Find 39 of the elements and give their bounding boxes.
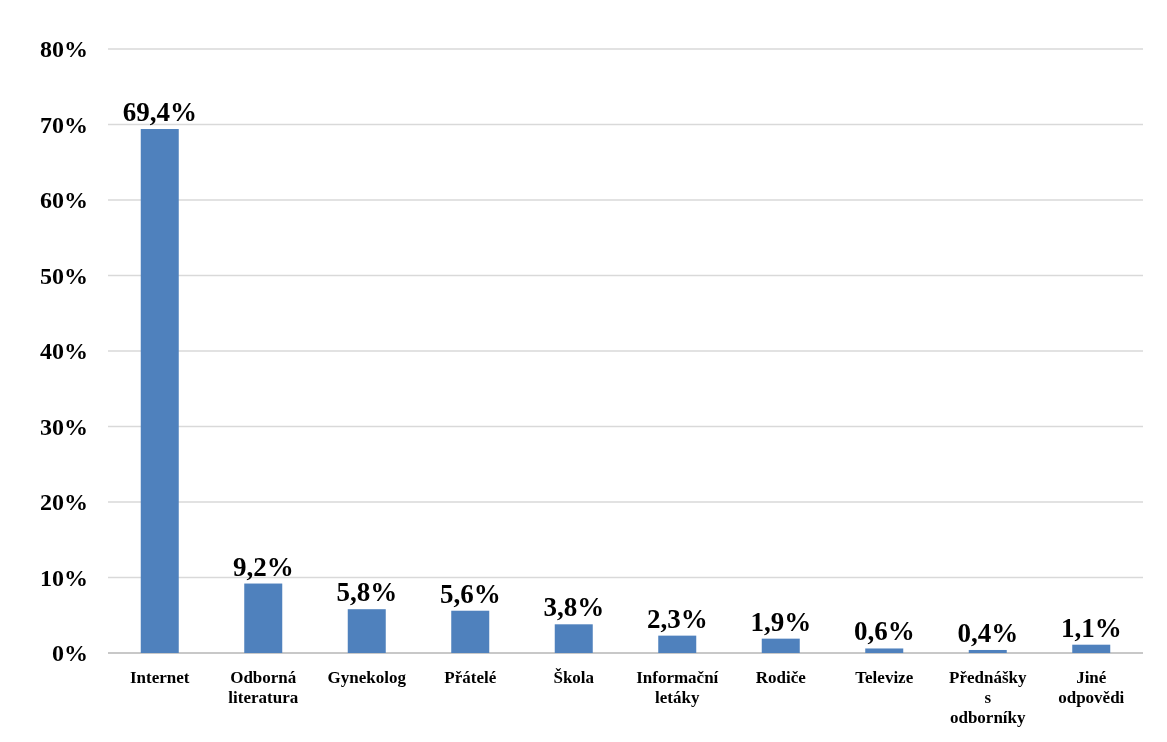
data-label: 5,8% bbox=[336, 577, 398, 608]
bar bbox=[761, 638, 800, 653]
x-tick-label: Rodiče bbox=[755, 668, 807, 687]
data-label: 2,3% bbox=[646, 603, 708, 634]
bar bbox=[1072, 644, 1111, 653]
x-tick-label: Přátelé bbox=[444, 668, 497, 687]
data-label: 3,8% bbox=[543, 592, 605, 623]
x-tick-label: Internet bbox=[130, 668, 190, 687]
y-tick-label: 40% bbox=[40, 338, 88, 365]
bar bbox=[451, 610, 490, 653]
data-label: 1,1% bbox=[1060, 612, 1122, 643]
y-tick-label: 60% bbox=[40, 187, 88, 214]
x-tick-label: Odborná literatura bbox=[228, 668, 299, 707]
data-label: 0,4% bbox=[957, 617, 1019, 648]
y-tick-label: 50% bbox=[40, 262, 88, 289]
bar bbox=[347, 609, 386, 653]
x-tick-label: Škola bbox=[553, 668, 595, 687]
bar bbox=[244, 583, 283, 653]
bar bbox=[554, 624, 593, 653]
bar bbox=[140, 129, 179, 653]
data-label: 69,4% bbox=[122, 97, 197, 128]
data-label: 9,2% bbox=[232, 551, 294, 582]
y-tick-label: 80% bbox=[40, 36, 88, 63]
y-tick-label: 70% bbox=[40, 111, 88, 138]
x-tick-label: Jiné odpovědi bbox=[1058, 668, 1125, 707]
bar bbox=[865, 648, 904, 653]
data-label: 1,9% bbox=[750, 606, 812, 637]
x-tick-label: Televize bbox=[855, 668, 914, 687]
y-tick-label: 10% bbox=[40, 564, 88, 591]
x-tick-label: Informační letáky bbox=[636, 668, 719, 707]
x-tick-label: Přednášky s odborníky bbox=[949, 668, 1027, 727]
data-label: 5,6% bbox=[439, 578, 501, 609]
y-tick-label: 20% bbox=[40, 489, 88, 516]
y-tick-label: 0% bbox=[52, 640, 88, 667]
bar bbox=[968, 649, 1007, 653]
x-tick-label: Gynekolog bbox=[327, 668, 407, 687]
bar bbox=[658, 635, 697, 653]
y-tick-label: 30% bbox=[40, 413, 88, 440]
data-label: 0,6% bbox=[853, 616, 915, 647]
